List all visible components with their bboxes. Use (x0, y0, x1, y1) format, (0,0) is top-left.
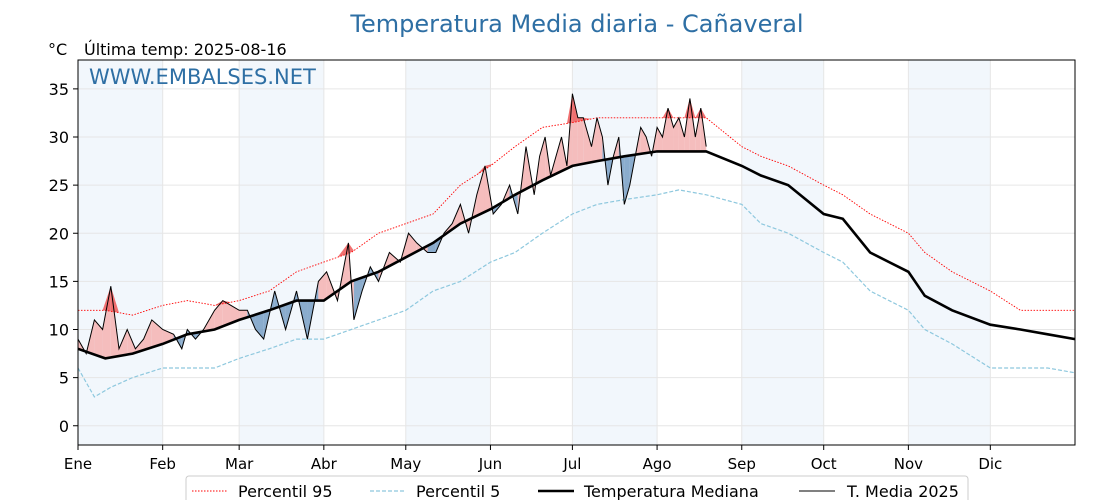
anomaly-segment (230, 305, 240, 324)
x-axis: Ene Feb Mar Abr May Jun Jul Ago Sep Oct Nov Dic (64, 445, 1002, 473)
extreme-segment (110, 286, 119, 313)
anomaly-segment (452, 204, 461, 230)
anomaly-segment (94, 319, 103, 358)
month-band-6 (572, 60, 658, 445)
chart-title: Temperatura Media diaria - Cañaveral (349, 10, 803, 38)
extreme-segment (476, 165, 485, 175)
series-line-t-media-2025 (77, 93, 707, 355)
anomaly-segment (695, 108, 701, 152)
y-tick-label: 30 (49, 128, 69, 147)
anomaly-segment (583, 117, 592, 164)
series-line-percentil-95 (78, 117, 1075, 316)
anomaly-segment (151, 319, 163, 348)
x-tick-label: Ene (64, 455, 92, 473)
y-tick-label: 10 (49, 321, 69, 340)
x-tick-label: Feb (149, 455, 176, 473)
legend-label: T. Media 2025 (846, 482, 959, 500)
x-tick-label: May (390, 455, 421, 473)
x-tick-label: Jun (478, 455, 502, 473)
anomaly-segment (118, 329, 128, 356)
series-line-temperatura-mediana (77, 150, 1076, 360)
last-temp-label: Última temp: 2025-08-16 (84, 40, 287, 59)
anomaly-segment (476, 165, 485, 216)
series-line-percentil-5 (77, 189, 1076, 398)
legend-label: Percentil 95 (238, 482, 333, 500)
plot-frame (77, 59, 1076, 446)
anomaly-segment (577, 117, 584, 165)
extreme-segment (348, 242, 354, 254)
legend-label: Temperatura Mediana (583, 482, 759, 500)
y-unit-label: °C (48, 40, 67, 59)
x-tick-label: Mar (225, 455, 254, 473)
x-tick-label: Abr (311, 455, 338, 473)
anomaly-segment (255, 312, 264, 340)
anomaly-segment (143, 319, 152, 351)
anomaly-segment (127, 329, 136, 355)
y-tick-label: 35 (49, 80, 69, 99)
anomaly-segment (668, 108, 674, 152)
anomaly-segment (596, 117, 603, 162)
y-axis: 0 5 10 15 20 25 30 35 (49, 80, 78, 436)
anomaly-segment (539, 137, 546, 182)
extreme-segment (689, 98, 696, 118)
x-tick-label: Jul (562, 455, 581, 473)
anomaly-segment (408, 233, 417, 256)
x-tick-label: Nov (894, 455, 923, 473)
anomaly-segment (135, 339, 144, 353)
legend-box (185, 475, 969, 500)
month-band-8 (741, 60, 824, 445)
x-tick-label: Sep (728, 455, 756, 473)
anomaly-segment (678, 117, 685, 152)
anomaly-segment (389, 252, 401, 266)
month-band-10 (908, 60, 991, 445)
y-tick-label: 20 (49, 224, 69, 243)
x-tick-label: Oct (811, 455, 837, 473)
y-tick-label: 15 (49, 272, 69, 291)
watermark: WWW.EMBALSES.NET (89, 65, 316, 89)
anomaly-segment (591, 117, 597, 163)
anomaly-segment (318, 271, 327, 301)
month-band-0 (78, 60, 163, 445)
x-tick-label: Dic (978, 455, 1002, 473)
month-bands (78, 60, 991, 445)
legend: Percentil 95 Percentil 5 Temperatura Media… (185, 475, 969, 500)
anomaly-segment (556, 137, 562, 174)
anomaly-segment (222, 300, 231, 327)
extreme-segment (102, 286, 111, 312)
extreme-segment (668, 108, 674, 118)
anomaly-segment (657, 127, 663, 152)
y-tick-label: 0 (59, 417, 69, 436)
month-band-2 (239, 60, 324, 445)
anomaly-segment (662, 108, 669, 152)
x-tick-label: Ago (643, 455, 672, 473)
extreme-segment (337, 242, 349, 258)
anomaly-segment (673, 117, 679, 152)
y-tick-label: 25 (49, 176, 69, 195)
series-lines (77, 93, 1076, 398)
anomaly-segment (624, 155, 630, 205)
anomaly-segment (640, 127, 647, 154)
extreme-segment (484, 163, 494, 170)
extreme-segment (684, 98, 690, 118)
y-tick-label: 5 (59, 369, 69, 388)
anomaly-segment (353, 277, 363, 320)
legend-label: Percentil 5 (416, 482, 500, 500)
month-band-4 (405, 60, 491, 445)
extreme-segment (214, 300, 223, 306)
